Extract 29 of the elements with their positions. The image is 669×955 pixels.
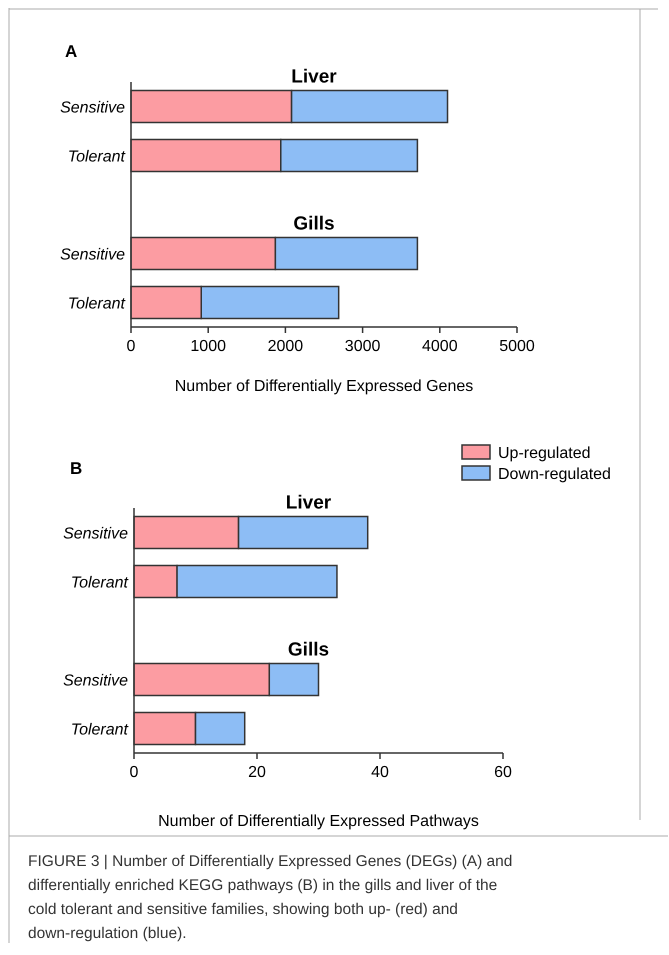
x-tick-label: 3000 bbox=[344, 338, 380, 355]
chart-title: B bbox=[70, 459, 82, 478]
x-tick-label: 1000 bbox=[190, 338, 226, 355]
x-axis-title: Number of Differentially Expressed Genes bbox=[174, 378, 474, 395]
y-tick-label: Sensitive bbox=[60, 246, 126, 264]
y-tick-label: Tolerant bbox=[68, 296, 126, 312]
x-tick-label: 40 bbox=[371, 764, 389, 781]
legend-label: Up-regulated bbox=[498, 445, 590, 462]
y-tick-label: Tolerant bbox=[70, 574, 129, 592]
x-tick-label: 0 bbox=[126, 338, 136, 355]
x-tick-label: 60 bbox=[494, 764, 512, 781]
annotation: Gills bbox=[293, 214, 335, 234]
caption: FIGURE 3 | Number of Differentially Expressed Genes (DEGs) (A) and differentially enriched KEGG pathways (B) in the gills and liver of the cold tolerant and sensitive families, showing both up- (red) and down-regulation (blue). bbox=[28, 853, 512, 942]
x-tick-label: 0 bbox=[130, 764, 139, 781]
y-tick-label: Tolerant bbox=[70, 722, 129, 738]
annotation: Liver bbox=[286, 492, 332, 514]
y-tick-label: Sensitive bbox=[60, 100, 126, 116]
legend-label: Down-regulated bbox=[498, 466, 611, 483]
x-tick-label: 4000 bbox=[422, 338, 458, 355]
annotation: Liver bbox=[291, 66, 338, 88]
annotation: Gills bbox=[288, 640, 330, 660]
y-tick-label: Sensitive bbox=[63, 526, 128, 542]
y-tick-label: Tolerant bbox=[68, 148, 126, 166]
y-tick-label: Sensitive bbox=[63, 672, 128, 690]
x-tick-label: 20 bbox=[248, 764, 266, 781]
chart-title: A bbox=[65, 42, 78, 61]
x-axis-title: Number of Differentially Expressed Pathways bbox=[158, 813, 479, 830]
x-tick-label: 2000 bbox=[268, 338, 304, 355]
x-tick-label: 5000 bbox=[499, 338, 535, 355]
